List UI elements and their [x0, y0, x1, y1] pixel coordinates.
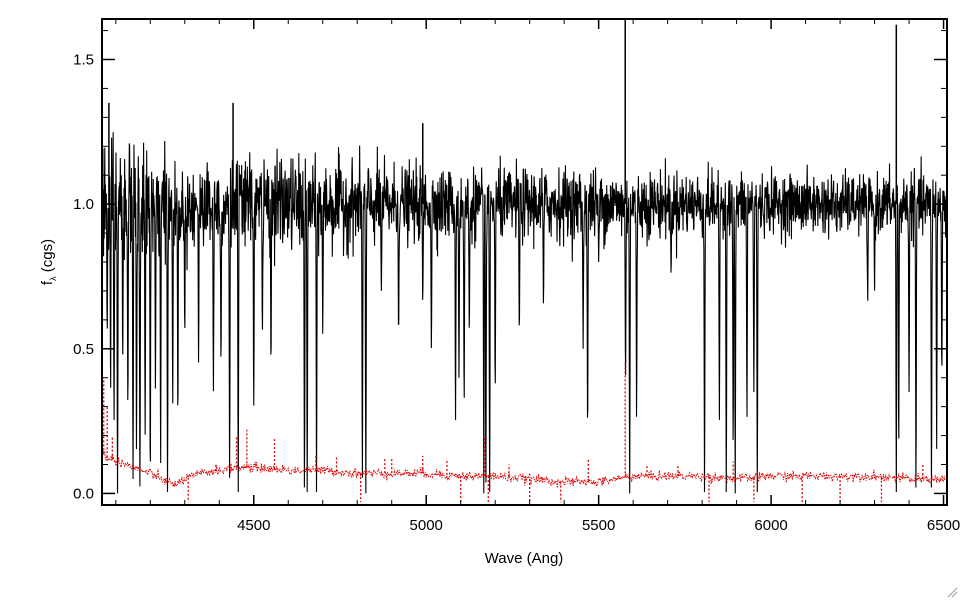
y-axis-label: fλ (cgs)	[39, 239, 58, 285]
x-tick-label: 5000	[410, 517, 443, 534]
y-axis-label-subscript: λ	[48, 276, 58, 281]
x-axis-label: Wave (Ang)	[485, 550, 564, 567]
ticks-layer: 4500 5000 5500 6000 6500 0.0 0.5 1.0 1.5	[73, 19, 960, 534]
error-line	[102, 450, 947, 489]
y-axis-label-units: (cgs)	[39, 239, 56, 277]
y-tick-label: 1.0	[73, 196, 94, 213]
x-tick-label: 6500	[927, 517, 960, 534]
y-tick-label: 0.0	[73, 485, 94, 502]
y-axis-label-main: f	[39, 280, 56, 285]
x-tick-label: 4500	[237, 517, 270, 534]
series-layer	[102, 19, 947, 503]
x-tick-label: 6000	[754, 517, 787, 534]
y-tick-label: 1.5	[73, 52, 94, 69]
x-tick-label: 5500	[582, 517, 615, 534]
resize-grip-icon[interactable]	[946, 586, 958, 598]
y-tick-label: 0.5	[73, 341, 94, 358]
spectrum-line	[102, 132, 947, 494]
